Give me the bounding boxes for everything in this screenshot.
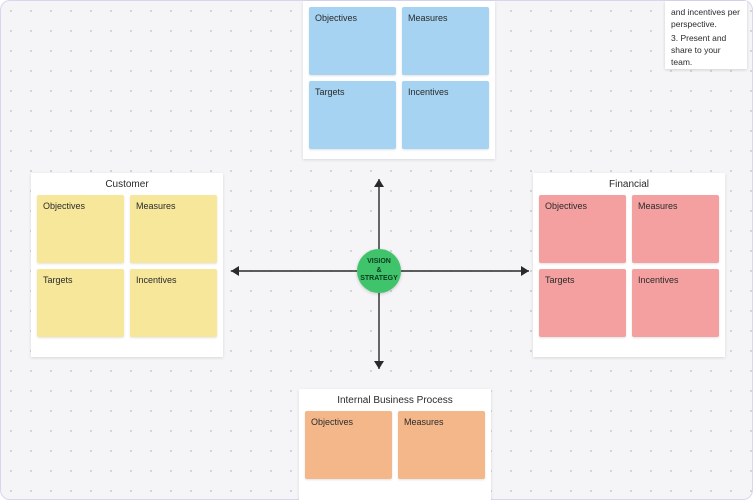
instructions-line: and incentives per perspective. bbox=[671, 7, 741, 31]
card-measures[interactable]: Measures bbox=[130, 195, 217, 263]
card-objectives[interactable]: Objectives bbox=[37, 195, 124, 263]
instructions-line: 3. Present and share to your team. bbox=[671, 33, 741, 69]
center-label-line3: STRATEGY bbox=[360, 275, 398, 284]
card-measures[interactable]: Measures bbox=[402, 7, 489, 75]
vision-strategy-node[interactable]: VISION & STRATEGY bbox=[357, 249, 401, 293]
center-label-line2: & bbox=[360, 267, 398, 276]
panel-title: Internal Business Process bbox=[299, 389, 491, 411]
diagram-canvas[interactable]: VISION & STRATEGY Objectives Measures Ta… bbox=[0, 0, 753, 500]
card-measures[interactable]: Measures bbox=[398, 411, 485, 479]
panel-title: Financial bbox=[533, 173, 725, 195]
card-objectives[interactable]: Objectives bbox=[539, 195, 626, 263]
instructions-note[interactable]: and incentives per perspective. 3. Prese… bbox=[665, 1, 747, 69]
perspective-panel-financial[interactable]: Financial Objectives Measures Targets In… bbox=[533, 173, 725, 357]
card-measures[interactable]: Measures bbox=[632, 195, 719, 263]
perspective-panel-internal-process[interactable]: Internal Business Process Objectives Mea… bbox=[299, 389, 491, 500]
center-label-line1: VISION bbox=[360, 258, 398, 267]
card-targets[interactable]: Targets bbox=[37, 269, 124, 337]
card-incentives[interactable]: Incentives bbox=[402, 81, 489, 149]
card-objectives[interactable]: Objectives bbox=[309, 7, 396, 75]
card-incentives[interactable]: Incentives bbox=[130, 269, 217, 337]
card-objectives[interactable]: Objectives bbox=[305, 411, 392, 479]
card-targets[interactable]: Targets bbox=[539, 269, 626, 337]
panel-title: Customer bbox=[31, 173, 223, 195]
perspective-panel-top[interactable]: Objectives Measures Targets Incentives bbox=[303, 1, 495, 159]
card-targets[interactable]: Targets bbox=[309, 81, 396, 149]
perspective-panel-customer[interactable]: Customer Objectives Measures Targets Inc… bbox=[31, 173, 223, 357]
card-incentives[interactable]: Incentives bbox=[632, 269, 719, 337]
